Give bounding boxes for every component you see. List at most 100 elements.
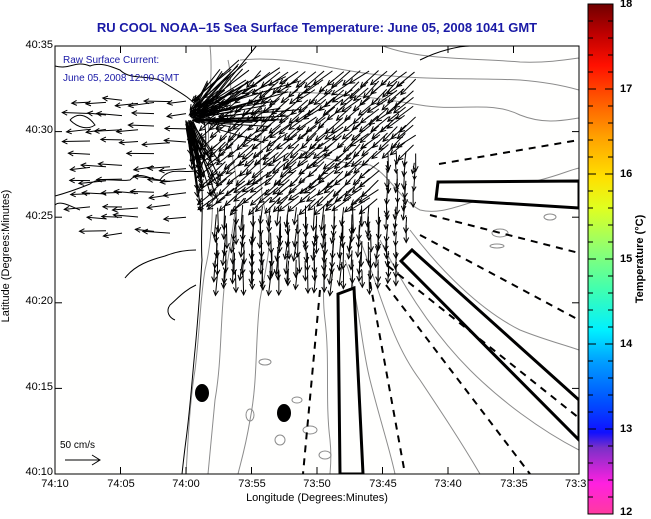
current-vector (386, 106, 406, 123)
current-vector (288, 115, 308, 131)
current-vector (102, 232, 123, 239)
current-vector (162, 215, 187, 222)
current-vector (316, 189, 335, 207)
current-vector (296, 252, 303, 274)
current-vector (332, 180, 351, 197)
current-vector (100, 213, 123, 220)
current-vector (375, 207, 382, 227)
zone-boundary-line (438, 139, 579, 165)
current-vector (349, 197, 371, 211)
current-vector (187, 126, 219, 186)
current-vector (265, 224, 272, 247)
current-vector (340, 97, 362, 113)
current-vector (292, 269, 299, 291)
current-vector (307, 196, 324, 212)
current-vector (280, 89, 299, 104)
current-vector (298, 161, 317, 175)
current-vector (335, 106, 352, 122)
current-vector (233, 206, 240, 226)
zone-east (434, 179, 579, 210)
current-vector (251, 171, 272, 185)
current-vector (101, 203, 123, 210)
current-vector (310, 206, 317, 232)
current-vector (115, 128, 139, 135)
annotation-current-title: Raw Surface Current: (63, 55, 160, 66)
bathymetry-contour (409, 229, 579, 351)
x-axis-label: Longitude (Degrees:Minutes) (246, 492, 388, 504)
current-vector (318, 79, 335, 93)
current-vector (325, 170, 344, 189)
current-vector (78, 228, 107, 235)
current-vector (67, 150, 91, 157)
current-vector (201, 68, 243, 115)
current-vector (129, 188, 155, 195)
x-tick-label: 73:50 (303, 478, 331, 490)
current-vector (206, 151, 226, 167)
current-vector (375, 107, 396, 122)
current-vector (317, 114, 333, 129)
current-vector (403, 225, 410, 244)
coastline-river (124, 249, 197, 279)
current-vector (190, 122, 218, 199)
current-vector (220, 242, 227, 267)
current-vector (285, 268, 291, 287)
current-vector (191, 117, 248, 124)
current-vector (385, 267, 391, 285)
bathymetry-contour (237, 89, 270, 474)
coastline-inlet (55, 202, 81, 211)
map-title: RU COOL NOAA–15 Sea Surface Temperature:… (96, 20, 538, 35)
current-vector (344, 152, 360, 169)
current-vector (355, 234, 361, 258)
zone-south (336, 285, 365, 474)
current-vector (291, 207, 298, 226)
current-vector (360, 134, 381, 149)
current-vector (330, 81, 352, 96)
current-vector (241, 178, 263, 193)
current-vector (364, 205, 371, 228)
current-vector (233, 224, 239, 246)
y-tick-label: 40:30 (25, 124, 53, 136)
current-vectors (61, 46, 419, 297)
current-vector (238, 232, 245, 258)
current-vector (410, 162, 416, 175)
current-vector (324, 196, 343, 212)
current-vector (125, 150, 155, 157)
current-vector (390, 133, 406, 150)
current-vector (340, 268, 347, 290)
station-marker (277, 404, 291, 422)
current-vector (385, 161, 391, 174)
current-vector (310, 242, 317, 262)
zone-boundary-line (419, 234, 579, 321)
current-vector (400, 197, 407, 212)
current-vector (218, 196, 236, 212)
current-vector (374, 270, 381, 290)
scale-label: 50 cm/s (60, 440, 96, 451)
current-vector (395, 134, 417, 148)
current-vector (359, 270, 366, 289)
current-vector (196, 79, 247, 111)
current-vector (61, 109, 91, 116)
current-vector (289, 142, 309, 159)
current-vector (199, 123, 217, 139)
current-vector (364, 216, 371, 237)
current-vector (246, 170, 263, 186)
current-vector (322, 98, 344, 116)
current-vector (331, 89, 353, 103)
current-vector (392, 216, 398, 230)
current-vector (189, 119, 221, 163)
current-vector (227, 143, 244, 158)
current-vector (268, 187, 288, 204)
current-vector (95, 110, 123, 117)
current-vector (381, 96, 397, 111)
current-vector (393, 178, 399, 194)
current-vector (395, 105, 414, 120)
current-vector (229, 197, 245, 216)
current-vector (215, 127, 265, 144)
current-vector (384, 251, 391, 268)
current-vector (350, 152, 369, 168)
bathymetry-contour (185, 46, 213, 474)
bathymetry-contour (382, 46, 579, 63)
current-vector (382, 126, 398, 143)
current-vector (84, 100, 107, 107)
current-vector (305, 117, 326, 133)
